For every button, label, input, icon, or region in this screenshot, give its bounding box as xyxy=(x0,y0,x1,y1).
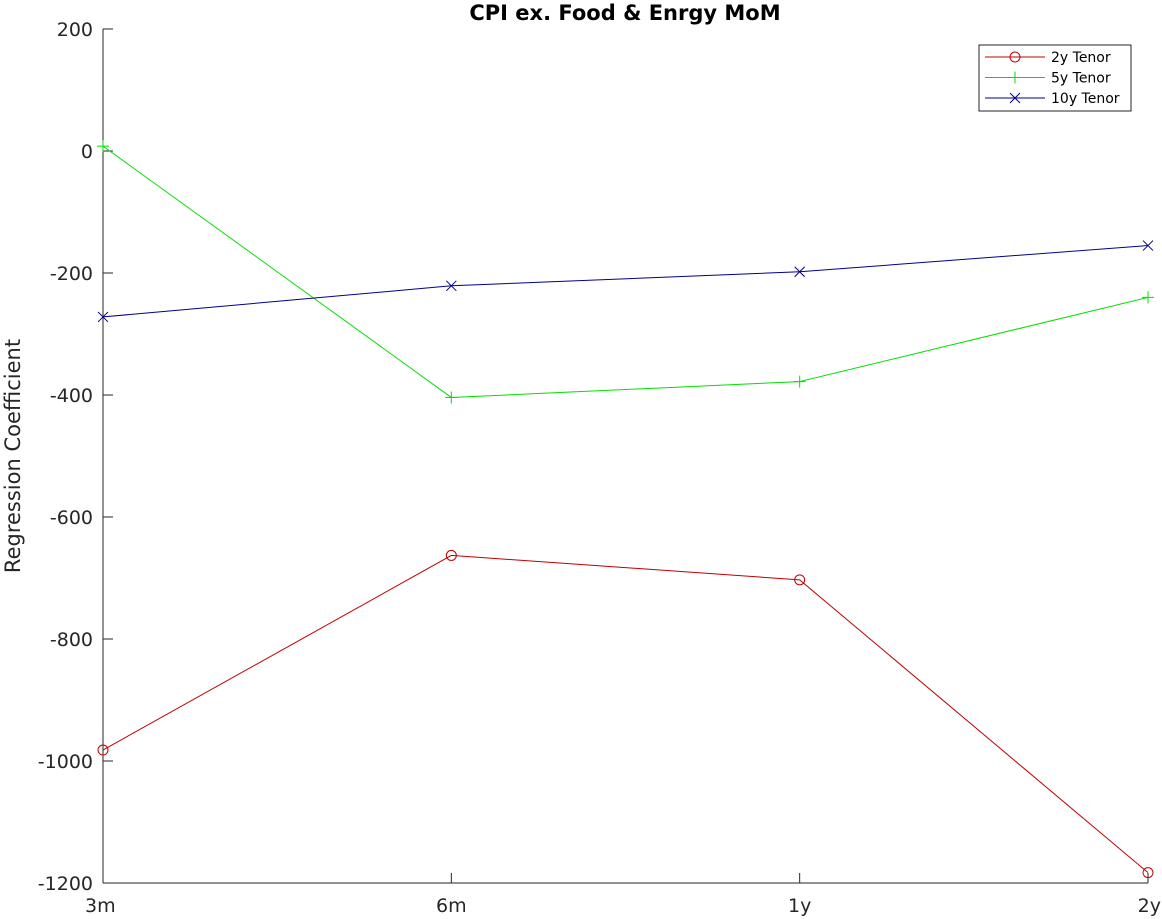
x-tick-label: 3m xyxy=(85,895,116,917)
legend-entry-label: 10y Tenor xyxy=(1051,91,1120,107)
y-tick-label: -600 xyxy=(50,507,93,529)
y-tick-label: -200 xyxy=(50,263,93,285)
y-tick-label: -400 xyxy=(50,385,93,407)
y-axis-label: Regression Coefficient xyxy=(1,339,25,573)
data-point-marker xyxy=(794,266,806,278)
series-1 xyxy=(97,140,1154,404)
data-point-marker xyxy=(1142,240,1154,251)
y-tick-label: 200 xyxy=(57,19,93,41)
data-point-marker xyxy=(445,549,457,561)
chart-title: CPI ex. Food & Enrgy MoM xyxy=(469,1,780,25)
series-line xyxy=(102,554,1149,874)
x-ticks: 3m 6m 1y 2y xyxy=(85,873,1161,917)
y-tick-label: -1200 xyxy=(38,873,93,895)
series-line xyxy=(102,245,1149,318)
x-tick-label: 1y xyxy=(788,895,811,917)
data-point-marker xyxy=(97,744,109,756)
legend-entry-label: 5y Tenor xyxy=(1051,71,1111,87)
legend-swatch-marker xyxy=(1009,51,1021,63)
data-point-marker xyxy=(97,140,109,153)
series-group xyxy=(97,140,1154,879)
data-point-marker xyxy=(445,391,458,404)
series-0 xyxy=(97,549,1154,879)
data-point-marker xyxy=(794,574,806,586)
legend-box xyxy=(978,44,1132,112)
data-point-marker xyxy=(445,280,457,292)
data-point-marker xyxy=(793,375,806,388)
legend-entry-label: 2y Tenor xyxy=(1051,50,1111,66)
data-point-marker xyxy=(97,311,109,323)
y-tick-label: -1000 xyxy=(38,751,93,773)
legend-swatch-marker xyxy=(1009,71,1021,84)
x-tick-label: 2y xyxy=(1138,895,1161,917)
y-tick-label: -800 xyxy=(50,629,93,651)
x-tick-label: 6m xyxy=(436,895,467,917)
y-tick-label: 0 xyxy=(81,141,93,163)
data-point-marker xyxy=(1142,867,1154,879)
y-ticks: 200 0 -200 -400 -600 -800 -1000 -1200 xyxy=(38,19,113,895)
series-2 xyxy=(97,240,1154,323)
series-line xyxy=(102,145,1149,398)
legend-swatch-marker xyxy=(1009,92,1021,104)
legend: 2y Tenor 5y Tenor 10y Tenor xyxy=(978,44,1132,112)
data-point-marker xyxy=(1142,291,1154,304)
